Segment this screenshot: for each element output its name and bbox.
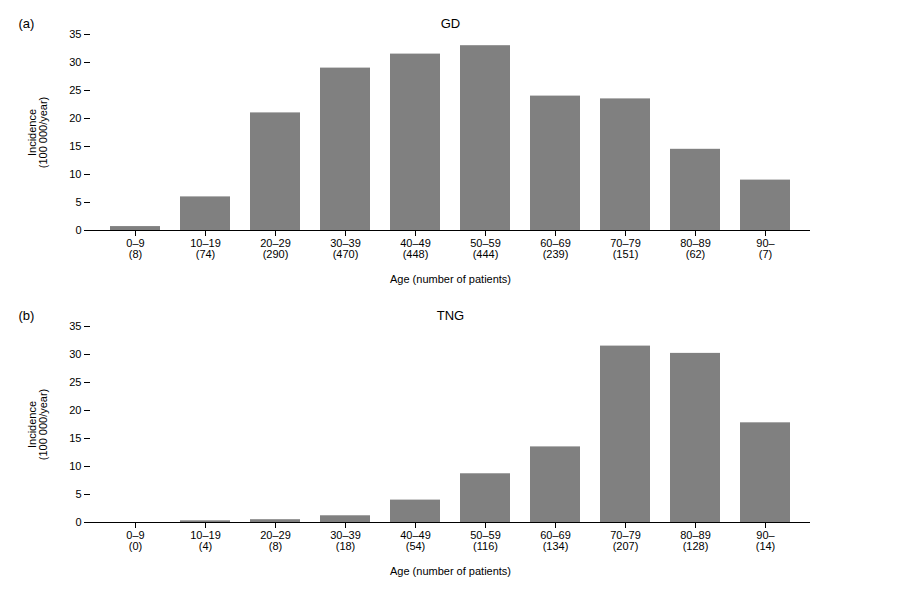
svg-text:50–59(116): 50–59(116) [470, 529, 501, 552]
svg-text:90–(7): 90–(7) [756, 237, 775, 260]
svg-text:40–49(448): 40–49(448) [400, 237, 431, 260]
svg-text:TNG: TNG [437, 308, 464, 323]
svg-text:10–19(4): 10–19(4) [190, 529, 221, 552]
svg-text:20: 20 [69, 404, 81, 416]
svg-text:30–39(470): 30–39(470) [330, 237, 361, 260]
svg-text:Incidence(100 000/year): Incidence(100 000/year) [26, 389, 49, 461]
svg-text:35: 35 [69, 28, 81, 40]
svg-text:80–89(62): 80–89(62) [680, 237, 711, 260]
svg-text:20–29(290): 20–29(290) [260, 237, 291, 260]
svg-text:5: 5 [75, 196, 81, 208]
svg-text:80–89(128): 80–89(128) [680, 529, 711, 552]
svg-text:70–79(207): 70–79(207) [610, 529, 641, 552]
svg-text:10: 10 [69, 168, 81, 180]
svg-text:10: 10 [69, 460, 81, 472]
svg-text:70–79(151): 70–79(151) [610, 237, 641, 260]
svg-text:30: 30 [69, 348, 81, 360]
svg-text:5: 5 [75, 488, 81, 500]
svg-text:Incidence(100 000/year): Incidence(100 000/year) [26, 97, 49, 169]
svg-text:15: 15 [69, 432, 81, 444]
svg-text:25: 25 [69, 376, 81, 388]
svg-text:90–(14): 90–(14) [756, 529, 776, 552]
svg-text:60–69(239): 60–69(239) [540, 237, 571, 260]
svg-text:10–19(74): 10–19(74) [190, 237, 221, 260]
svg-text:15: 15 [69, 140, 81, 152]
svg-text:35: 35 [69, 320, 81, 332]
svg-text:GD: GD [441, 16, 461, 31]
svg-text:30: 30 [69, 56, 81, 68]
svg-text:Age (number of patients): Age (number of patients) [390, 273, 511, 285]
svg-text:0: 0 [75, 224, 81, 236]
svg-text:25: 25 [69, 84, 81, 96]
svg-text:0–9(0): 0–9(0) [126, 529, 144, 552]
svg-text:20: 20 [69, 112, 81, 124]
svg-text:Age (number of patients): Age (number of patients) [390, 565, 511, 577]
svg-text:50–59(444): 50–59(444) [470, 237, 501, 260]
svg-text:60–69(134): 60–69(134) [540, 529, 571, 552]
svg-text:0–9(8): 0–9(8) [126, 237, 144, 260]
svg-text:30–39(18): 30–39(18) [330, 529, 361, 552]
svg-text:(b): (b) [19, 308, 35, 323]
svg-text:(a): (a) [19, 16, 35, 31]
svg-text:20–29(8): 20–29(8) [260, 529, 291, 552]
svg-text:40–49(54): 40–49(54) [400, 529, 431, 552]
svg-text:0: 0 [75, 516, 81, 528]
